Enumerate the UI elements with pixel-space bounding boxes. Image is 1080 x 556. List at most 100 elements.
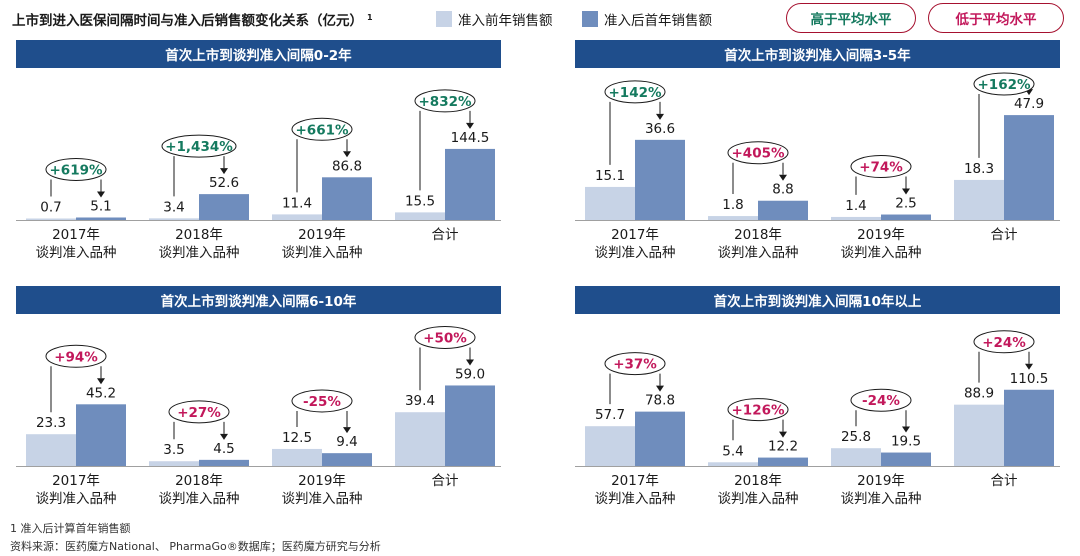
change-label: +619%	[49, 162, 102, 178]
value-label-after: 78.8	[645, 393, 675, 409]
category-label: 谈判准入品种	[841, 245, 922, 261]
category-label: 谈判准入品种	[282, 245, 363, 261]
change-label: +162%	[977, 77, 1030, 93]
change-label: +50%	[423, 330, 467, 346]
category-label: 谈判准入品种	[595, 245, 676, 261]
value-label-before: 12.5	[282, 430, 312, 446]
change-badge	[291, 389, 353, 413]
category-label: 2019年	[857, 473, 905, 489]
value-label-after: 8.8	[772, 182, 793, 198]
value-label-after: 47.9	[1014, 96, 1044, 112]
category-label: 谈判准入品种	[36, 491, 117, 507]
change-badge	[850, 388, 912, 412]
category-label: 合计	[991, 473, 1018, 489]
bar-after	[635, 139, 685, 220]
bar-before	[585, 426, 635, 466]
bar-after	[758, 457, 808, 466]
category-label: 合计	[432, 227, 459, 243]
panel-3-5-years: 首次上市到谈判准入间隔3-5年 15.1 36.6 +142% 2017年 谈判准入品种…	[575, 40, 1060, 265]
change-badge	[168, 400, 230, 424]
change-label: +661%	[295, 122, 348, 138]
bar-before	[831, 448, 881, 466]
bar-after	[445, 385, 495, 466]
value-label-after: 12.2	[768, 439, 798, 455]
change-label: +37%	[613, 357, 657, 373]
change-label: +405%	[731, 146, 784, 162]
bar-after	[635, 411, 685, 466]
legend-above-average-label: 高于平均水平	[810, 12, 892, 28]
category-label: 2018年	[734, 473, 782, 489]
bar-before	[395, 212, 445, 220]
category-label: 2017年	[52, 227, 100, 243]
change-arrow-head	[902, 188, 910, 195]
category-label: 2018年	[175, 473, 223, 489]
bar-before	[395, 412, 445, 466]
category-label: 谈判准入品种	[282, 491, 363, 507]
value-label-before: 57.7	[595, 407, 625, 423]
bar-after	[76, 217, 126, 220]
category-label: 2019年	[298, 473, 346, 489]
value-label-before: 39.4	[405, 393, 435, 409]
change-badge	[414, 89, 476, 113]
change-label: +142%	[608, 85, 661, 101]
category-label: 2019年	[298, 227, 346, 243]
change-label: +832%	[418, 94, 471, 110]
change-badge	[727, 141, 789, 165]
category-label: 谈判准入品种	[595, 491, 676, 507]
bar-before	[26, 218, 76, 220]
legend-below-average: 低于平均水平	[928, 3, 1064, 33]
panel-6-10-years: 首次上市到谈判准入间隔6-10年 23.3 45.2 +94% 2017年 谈判准入品种…	[16, 286, 501, 511]
change-badge	[161, 134, 237, 158]
change-arrow-head	[656, 113, 664, 120]
main-title: 上市到进入医保间隔时间与准入后销售额变化关系（亿元） 1	[12, 9, 373, 30]
value-label-after: 5.1	[90, 198, 111, 214]
panel-0-2-years: 首次上市到谈判准入间隔0-2年 0.7 5.1 +619% 2017年 谈判准入品种 3.…	[16, 40, 501, 265]
category-label: 2017年	[611, 227, 659, 243]
change-arrow-head	[779, 174, 787, 181]
bar-before	[272, 214, 322, 220]
category-label: 2019年	[857, 227, 905, 243]
change-badge	[604, 80, 666, 104]
value-label-after: 2.5	[895, 196, 916, 212]
change-badge	[45, 344, 107, 368]
panel-title: 首次上市到谈判准入间隔10年以上	[575, 286, 1060, 314]
legend-swatch-after	[582, 11, 598, 27]
bar-after	[881, 452, 931, 466]
change-badge	[291, 117, 353, 141]
category-label: 谈判准入品种	[159, 491, 240, 507]
legend-label-before: 准入前年销售额	[458, 13, 553, 29]
category-label: 谈判准入品种	[36, 245, 117, 261]
change-label: +74%	[859, 160, 903, 176]
legend-swatch-before	[436, 11, 452, 27]
change-label: +94%	[54, 349, 98, 365]
change-arrow-head	[779, 431, 787, 438]
value-label-before: 0.7	[40, 200, 61, 216]
change-badge	[414, 325, 476, 349]
value-label-before: 25.8	[841, 429, 871, 445]
change-badge	[973, 330, 1035, 354]
bar-after	[322, 177, 372, 220]
main-title-text: 上市到进入医保间隔时间与准入后销售额变化关系（亿元）	[12, 13, 363, 29]
change-arrow-head	[656, 385, 664, 392]
bar-before	[954, 179, 1004, 220]
value-label-after: 9.4	[336, 434, 357, 450]
panel-title: 首次上市到谈判准入间隔6-10年	[16, 286, 501, 314]
bar-before	[585, 186, 635, 220]
bar-before	[831, 216, 881, 220]
value-label-before: 11.4	[282, 195, 312, 211]
change-badge	[973, 72, 1035, 96]
legend-item-before: 准入前年销售额	[436, 9, 553, 29]
value-label-after: 59.0	[455, 366, 485, 382]
bar-after	[758, 200, 808, 220]
change-label: +1,434%	[165, 139, 233, 155]
value-label-after: 19.5	[891, 434, 921, 450]
bar-before	[708, 216, 758, 220]
footnote: 1 准入后计算首年销售额	[10, 522, 131, 535]
bar-after	[199, 194, 249, 220]
change-badge	[604, 352, 666, 376]
category-label: 2017年	[52, 473, 100, 489]
title-footnote-mark: 1	[367, 12, 373, 22]
